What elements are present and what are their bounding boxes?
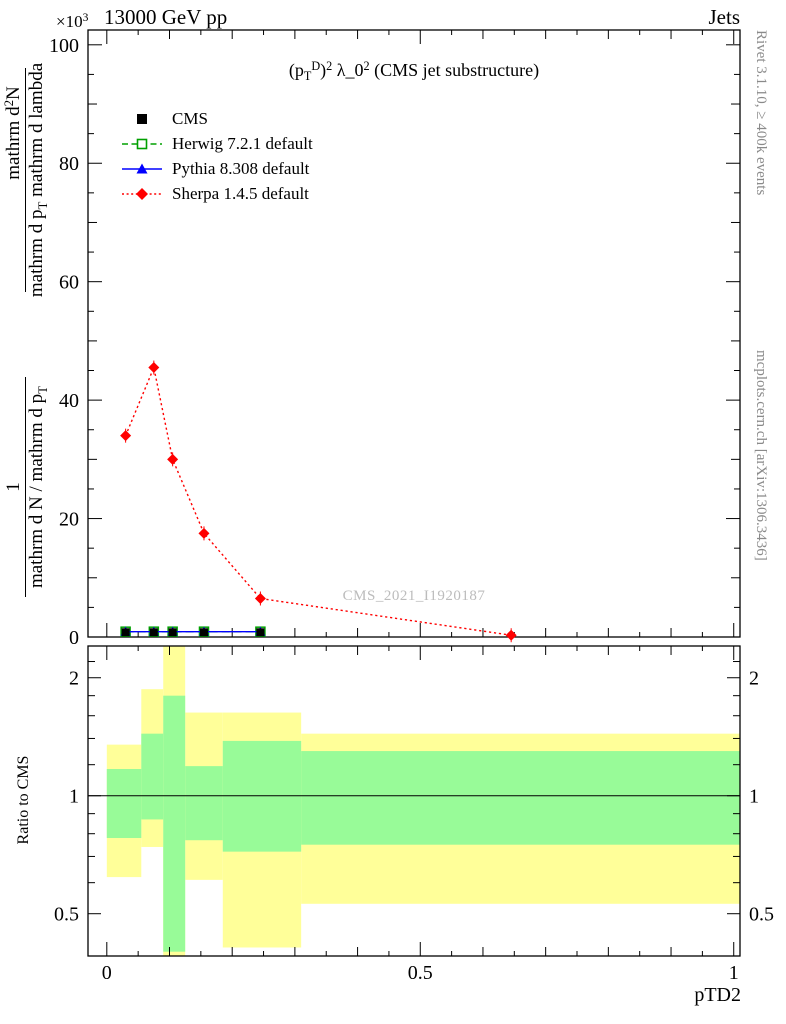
y-power-base: ×10: [56, 12, 83, 31]
y-power-exponent: 3: [82, 11, 89, 25]
legend-item-cms: CMS: [120, 106, 313, 131]
cms-marker-icon: [137, 113, 147, 124]
beam-energy-label: 13000 GeV pp: [104, 5, 228, 29]
series-cms: [121, 628, 265, 637]
svg-text:2: 2: [69, 668, 79, 690]
pythia-marker-icon: [122, 163, 162, 173]
legend-label-pythia: Pythia 8.308 default: [172, 158, 310, 178]
y-axis-label-dndpt: mathrm d N / mathrm d pT: [26, 385, 50, 589]
fraction-bar-upper: [25, 68, 26, 292]
svg-text:0: 0: [102, 962, 112, 984]
svg-text:0.5: 0.5: [408, 962, 433, 984]
svg-text:2: 2: [749, 668, 759, 690]
x-axis-label: pTD2: [694, 984, 741, 1006]
svg-text:1: 1: [69, 786, 79, 808]
svg-text:0.5: 0.5: [749, 904, 774, 926]
svg-text:100: 100: [49, 35, 79, 57]
svg-text:20: 20: [59, 509, 79, 531]
plot-title: (pTD)2 λ_02 (CMS jet substructure): [288, 58, 540, 84]
axis-ticks: [88, 30, 740, 956]
svg-text:40: 40: [59, 390, 79, 412]
ratio-y-axis-label: Ratio to CMS: [15, 755, 32, 845]
y-axis-label-numerator: mathrm d2N: [0, 86, 24, 180]
svg-text:1: 1: [749, 786, 759, 808]
legend: CMS Herwig 7.2.1 default Pythia 8.308 de…: [120, 106, 313, 206]
legend-item-sherpa: Sherpa 1.4.5 default: [120, 181, 313, 206]
svg-text:0: 0: [69, 627, 79, 649]
fraction-bar-lower: [25, 377, 26, 597]
y-axis-label-one: 1: [3, 482, 24, 492]
main-plot-frame: [87, 29, 741, 638]
y-axis-label-denominator: mathrm d pT mathrm d lambda: [26, 62, 50, 298]
legend-label-herwig: Herwig 7.2.1 default: [172, 133, 313, 153]
rivet-version-label: Rivet 3.1.10, ≥ 400k events: [753, 30, 769, 196]
sherpa-marker-icon: [122, 187, 162, 200]
legend-item-herwig: Herwig 7.2.1 default: [120, 131, 313, 156]
analysis-id-watermark: CMS_2021_I1920187: [342, 588, 486, 604]
ratio-plot-frame: [87, 645, 741, 957]
herwig-marker-icon: [122, 138, 162, 149]
svg-text:1: 1: [729, 962, 739, 984]
ratio-bands: [106, 646, 740, 956]
svg-text:60: 60: [59, 272, 79, 294]
legend-label-sherpa: Sherpa 1.4.5 default: [172, 183, 309, 203]
series-sherpa: [120, 360, 517, 643]
legend-item-pythia: Pythia 8.308 default: [120, 156, 313, 181]
series-pythia: [120, 626, 266, 636]
svg-text:0.5: 0.5: [54, 904, 79, 926]
axis-tick-labels: 0 20 40 60 80 100 0 0.5 1 0.5 0.5 1 1 2 2: [49, 35, 774, 984]
legend-label-cms: CMS: [172, 108, 208, 128]
process-category-label: Jets: [708, 5, 741, 29]
svg-text:80: 80: [59, 153, 79, 175]
mcplots-reference-label: mcplots.cern.ch [arXiv:1306.3436]: [753, 350, 769, 561]
y-axis-power-label: ×103: [56, 11, 89, 32]
